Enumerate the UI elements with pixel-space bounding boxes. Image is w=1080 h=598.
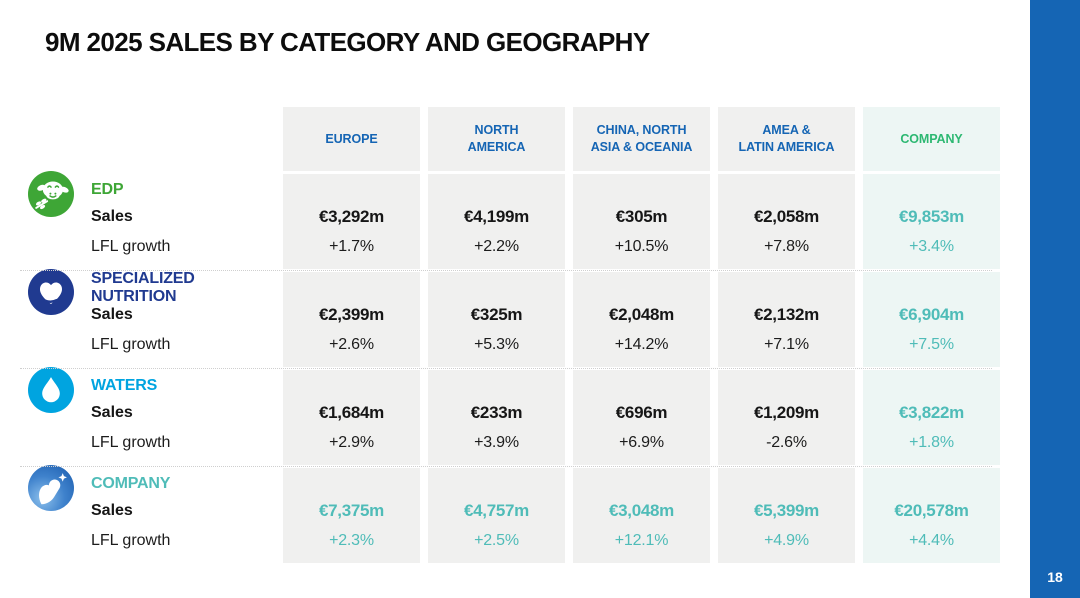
lfl-row-label: LFL growth [91,336,171,353]
cell-company-north-america: €4,757m +2.5% [428,468,565,563]
category-specialized-nutrition: SPECIALIZED NUTRITION Sales LFL growth [20,269,992,367]
category-label-waters: WATERS [91,377,158,394]
cell-sn-amea-latin-america: €2,132m +7.1% [718,272,855,367]
cell-company-amea-latin-america: €5,399m +4.9% [718,468,855,563]
lfl-value: +4.4% [909,532,954,549]
cell-waters-china-north-asia-oceania: €696m +6.9% [573,370,710,465]
cell-waters-europe: €1,684m +2.9% [283,370,420,465]
cell-waters-amea-latin-america: €1,209m -2.6% [718,370,855,465]
cell-edp-china-north-asia-oceania: €305m +10.5% [573,174,710,269]
lfl-value: +7.8% [764,238,809,255]
lfl-value: -2.6% [766,434,807,451]
sales-value: €1,684m [318,403,384,422]
sales-value: €7,375m [318,501,384,520]
sales-value: €325m [470,305,523,324]
lfl-value: +10.5% [614,238,669,255]
lfl-value: +3.9% [474,434,519,451]
sales-value: €305m [615,207,668,226]
sales-value: €2,399m [318,305,384,324]
sales-value: €9,853m [898,207,964,226]
category-company: COMPANY Sales LFL growth [20,465,992,563]
sales-value: €696m [615,403,668,422]
lfl-value: +2.2% [474,238,519,255]
sales-value: €20,578m [894,501,969,520]
cell-edp-amea-latin-america: €2,058m +7.8% [718,174,855,269]
globe-star-icon [28,465,74,511]
sales-row-label: Sales [91,502,133,519]
sales-row-label: Sales [91,306,133,323]
cell-company-china-north-asia-oceania: €3,048m +12.1% [573,468,710,563]
lfl-row-label: LFL growth [91,434,171,451]
water-drop-icon [28,367,74,413]
lfl-value: +2.3% [329,532,374,549]
column-header-company: COMPANY [863,107,1000,171]
cell-sn-china-north-asia-oceania: €2,048m +14.2% [573,272,710,367]
column-header-china-north-asia-oceania: CHINA, NORTH ASIA & OCEANIA [573,107,710,171]
cell-edp-company: €9,853m +3.4% [863,174,1000,269]
sales-row-label: Sales [91,208,133,225]
lfl-value: +7.1% [764,336,809,353]
sales-value: €5,399m [753,501,819,520]
sales-value: €4,757m [463,501,529,520]
lfl-value: +3.4% [909,238,954,255]
cell-company-company: €20,578m +4.4% [863,468,1000,563]
sales-value: €3,048m [608,501,674,520]
sales-value: €1,209m [753,403,819,422]
page-title: 9M 2025 SALES BY CATEGORY AND GEOGRAPHY [45,27,650,57]
sales-value: €2,132m [753,305,819,324]
lfl-value: +2.9% [329,434,374,451]
sales-value: €233m [470,403,523,422]
edp-cow-icon [28,171,74,217]
column-header-amea-latin-america: AMEA & LATIN AMERICA [718,107,855,171]
cell-edp-europe: €3,292m +1.7% [283,174,420,269]
category-label-company: COMPANY [91,475,171,492]
lfl-value: +14.2% [614,336,669,353]
lfl-row-label: LFL growth [91,238,171,255]
page-number: 18 [1047,569,1063,585]
cell-sn-europe: €2,399m +2.6% [283,272,420,367]
category-waters: WATERS Sales LFL growth [20,367,992,465]
cell-waters-north-america: €233m +3.9% [428,370,565,465]
column-header-europe: EUROPE [283,107,420,171]
sales-value: €3,292m [318,207,384,226]
cell-waters-company: €3,822m +1.8% [863,370,1000,465]
category-label-edp: EDP [91,181,124,198]
lfl-value: +2.6% [329,336,374,353]
header-spacer [28,107,275,171]
lfl-value: +1.7% [329,238,374,255]
lfl-row-label: LFL growth [91,532,171,549]
cell-sn-company: €6,904m +7.5% [863,272,1000,367]
lfl-value: +7.5% [909,336,954,353]
lfl-value: +1.8% [909,434,954,451]
heart-hand-icon [28,269,74,315]
sales-value: €6,904m [898,305,964,324]
cell-edp-north-america: €4,199m +2.2% [428,174,565,269]
cell-sn-north-america: €325m +5.3% [428,272,565,367]
category-edp: EDP Sales LFL growth [28,171,275,269]
lfl-value: +6.9% [619,434,664,451]
cell-company-europe: €7,375m +2.3% [283,468,420,563]
lfl-value: +4.9% [764,532,809,549]
right-accent-bar: 18 [1030,0,1080,598]
lfl-value: +5.3% [474,336,519,353]
sales-value: €2,058m [753,207,819,226]
sales-table: EUROPE NORTH AMERICA CHINA, NORTH ASIA &… [20,107,1000,563]
sales-row-label: Sales [91,404,133,421]
sales-value: €3,822m [898,403,964,422]
sales-value: €2,048m [608,305,674,324]
category-label-specialized-nutrition: SPECIALIZED NUTRITION [91,270,195,305]
lfl-value: +12.1% [614,532,669,549]
column-header-north-america: NORTH AMERICA [428,107,565,171]
lfl-value: +2.5% [474,532,519,549]
sales-value: €4,199m [463,207,529,226]
